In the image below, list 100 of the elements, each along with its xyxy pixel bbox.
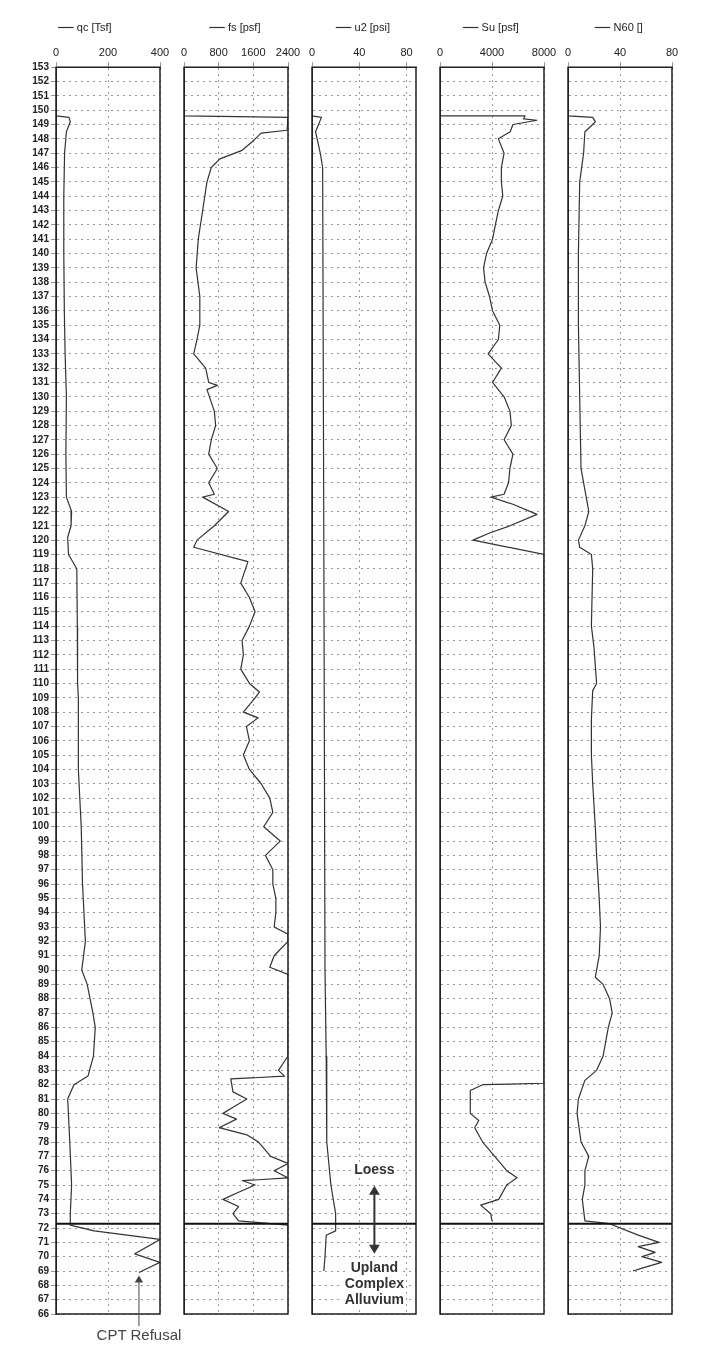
y-tick-label: 150 <box>32 103 50 115</box>
y-tick-label: 91 <box>37 949 50 961</box>
legend-label: fs [psf] <box>228 20 261 33</box>
y-tick-label: 93 <box>37 920 50 932</box>
y-tick-label: 116 <box>32 591 50 603</box>
y-tick-label: 79 <box>37 1121 50 1133</box>
y-tick-label: 141 <box>32 232 50 244</box>
y-tick-label: 86 <box>37 1021 50 1033</box>
y-tick-label: 110 <box>32 677 50 689</box>
y-tick-label: 75 <box>37 1178 50 1190</box>
y-tick-label: 82 <box>37 1078 50 1090</box>
x-tick-label: 0 <box>308 45 316 58</box>
y-tick-label: 108 <box>32 705 50 717</box>
y-tick-label: 140 <box>32 247 50 259</box>
y-tick-label: 99 <box>37 834 50 846</box>
annotation: CPT Refusal <box>96 1326 182 1344</box>
x-tick-label: 0 <box>436 45 444 58</box>
y-tick-label: 119 <box>32 548 50 560</box>
y-tick-label: 103 <box>32 777 50 789</box>
y-tick-label: 102 <box>32 791 50 803</box>
y-tick-label: 89 <box>37 978 50 990</box>
x-tick-label: 1600 <box>241 45 266 58</box>
legend-label: qc [Tsf] <box>76 20 112 33</box>
y-tick-label: 137 <box>32 290 50 302</box>
x-tick-label: 2400 <box>275 45 301 58</box>
y-tick-label: 153 <box>32 60 50 72</box>
y-tick-label: 70 <box>37 1250 50 1262</box>
y-tick-label: 105 <box>32 748 50 760</box>
y-tick-label: 138 <box>32 275 50 287</box>
legend-label: N60 [] <box>613 20 643 33</box>
y-tick-label: 78 <box>37 1135 50 1147</box>
x-tick-label: 8000 <box>531 45 557 58</box>
y-tick-label: 69 <box>37 1264 50 1276</box>
y-tick-label: 97 <box>37 863 50 875</box>
legend-label: u2 [psi] <box>354 20 390 33</box>
y-tick-label: 145 <box>32 175 50 187</box>
y-tick-label: 120 <box>32 533 50 545</box>
y-tick-label: 66 <box>37 1307 50 1319</box>
y-tick-label: 80 <box>37 1107 50 1119</box>
y-tick-label: 143 <box>32 204 50 216</box>
x-tick-label: 0 <box>180 45 188 58</box>
y-tick-label: 104 <box>32 763 50 775</box>
y-tick-label: 67 <box>37 1293 50 1305</box>
y-tick-label: 130 <box>32 390 50 402</box>
y-tick-label: 106 <box>32 734 50 746</box>
x-tick-label: 80 <box>400 45 413 58</box>
y-tick-label: 72 <box>37 1221 50 1233</box>
x-tick-label: 0 <box>564 45 572 58</box>
y-tick-label: 128 <box>32 419 50 431</box>
y-tick-label: 77 <box>37 1150 50 1162</box>
y-tick-label: 114 <box>32 619 50 631</box>
y-tick-label: 131 <box>32 376 50 388</box>
x-tick-label: 400 <box>150 45 170 58</box>
y-tick-label: 152 <box>32 75 50 87</box>
y-tick-label: 87 <box>37 1006 50 1018</box>
y-tick-label: 88 <box>37 992 50 1004</box>
y-tick-label: 100 <box>32 820 50 832</box>
y-tick-label: 132 <box>32 361 50 373</box>
legend-label: Su [psf] <box>481 20 519 33</box>
y-tick-label: 147 <box>32 146 50 158</box>
y-tick-label: 118 <box>32 562 50 574</box>
y-tick-label: 81 <box>37 1092 50 1104</box>
y-tick-label: 139 <box>32 261 50 273</box>
y-tick-label: 123 <box>32 490 50 502</box>
y-tick-label: 94 <box>37 906 50 918</box>
y-tick-label: 109 <box>32 691 50 703</box>
y-tick-label: 113 <box>32 634 50 646</box>
y-tick-label: 101 <box>32 806 50 818</box>
y-tick-label: 74 <box>37 1193 50 1205</box>
y-tick-label: 95 <box>37 892 50 904</box>
y-tick-label: 121 <box>32 519 50 531</box>
y-tick-label: 107 <box>32 720 50 732</box>
y-tick-label: 133 <box>32 347 50 359</box>
y-tick-label: 149 <box>32 118 50 130</box>
y-tick-label: 136 <box>32 304 50 316</box>
y-tick-label: 92 <box>37 935 50 947</box>
x-tick-label: 0 <box>52 45 60 58</box>
y-tick-label: 144 <box>32 189 50 201</box>
y-tick-label: 148 <box>32 132 50 144</box>
y-tick-label: 76 <box>37 1164 50 1176</box>
y-tick-label: 135 <box>32 318 50 330</box>
y-tick-label: 71 <box>37 1236 50 1248</box>
y-tick-label: 98 <box>37 849 50 861</box>
y-tick-label: 134 <box>32 333 50 345</box>
x-tick-label: 40 <box>353 45 366 58</box>
y-tick-label: 90 <box>37 963 50 975</box>
y-tick-label: 84 <box>37 1049 50 1061</box>
y-tick-label: 129 <box>32 404 50 416</box>
x-tick-label: 4000 <box>479 45 505 58</box>
y-tick-label: 117 <box>32 576 50 588</box>
y-tick-label: 122 <box>32 505 50 517</box>
y-tick-label: 127 <box>32 433 50 445</box>
y-tick-label: 68 <box>37 1279 50 1291</box>
y-tick-label: 126 <box>32 447 50 459</box>
annotation: Loess <box>354 1160 395 1177</box>
y-tick-label: 142 <box>32 218 50 230</box>
y-tick-label: 151 <box>32 89 50 101</box>
y-tick-label: 111 <box>33 662 50 674</box>
x-tick-label: 40 <box>613 45 627 58</box>
y-tick-label: 124 <box>32 476 50 488</box>
